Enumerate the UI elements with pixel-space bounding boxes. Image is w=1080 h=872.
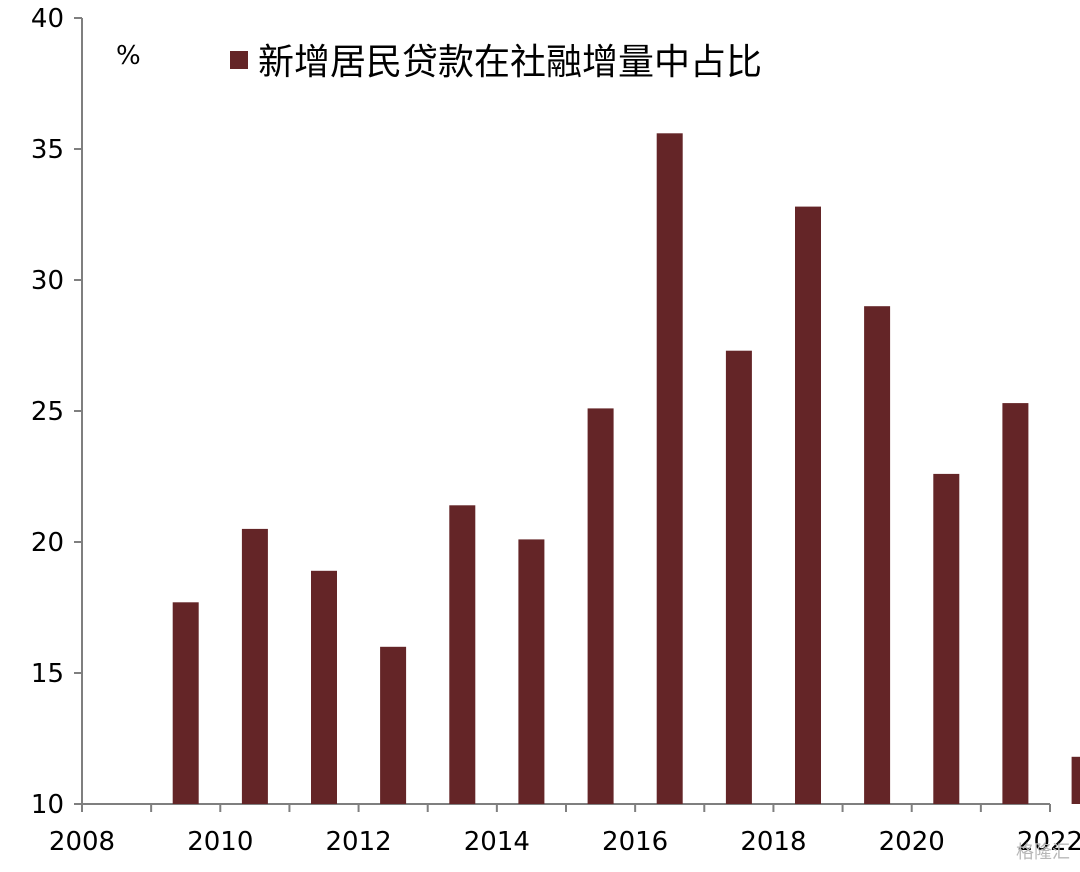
bar <box>241 528 268 804</box>
watermark: 格隆汇 <box>1016 842 1070 863</box>
axes <box>81 18 1050 805</box>
x-ticks: 2008 2010 2012 2014 2016 2018 2020 2022 <box>49 804 1080 857</box>
x-tick-label: 2022 <box>1017 827 1080 857</box>
y-unit-label: % <box>116 41 141 71</box>
y-ticks: 10 15 20 25 30 35 40 <box>31 4 82 820</box>
legend-swatch <box>230 51 248 69</box>
legend-label: 新增居民贷款在社融增量中占比 <box>258 42 762 83</box>
y-tick-label: 35 <box>31 135 64 165</box>
legend: 新增居民贷款在社融增量中占比 <box>230 42 762 83</box>
y-tick-label: 10 <box>31 790 64 820</box>
x-tick-label: 2010 <box>187 827 253 857</box>
y-tick-label: 40 <box>31 4 64 34</box>
y-tick-label: 30 <box>31 266 64 296</box>
x-tick-label: 2016 <box>602 827 668 857</box>
bar <box>587 408 614 804</box>
bar-series <box>172 133 1080 805</box>
bar <box>449 505 476 804</box>
y-tick-label: 25 <box>31 397 64 427</box>
bar <box>656 133 683 805</box>
bar <box>725 350 752 804</box>
x-tick-label: 2014 <box>464 827 530 857</box>
y-tick-label: 20 <box>31 528 64 558</box>
bar <box>518 539 545 804</box>
x-tick-label: 2018 <box>740 827 806 857</box>
bar <box>1071 756 1080 804</box>
bar <box>311 570 337 804</box>
bar <box>172 602 199 804</box>
y-tick-label: 15 <box>31 659 64 689</box>
bar <box>1002 403 1029 804</box>
x-tick-label: 2012 <box>325 827 391 857</box>
bar <box>933 473 960 804</box>
bar <box>864 306 891 804</box>
bar <box>380 646 407 804</box>
x-tick-label: 2020 <box>879 827 945 857</box>
x-tick-label: 2008 <box>49 827 115 857</box>
bar <box>795 206 821 805</box>
